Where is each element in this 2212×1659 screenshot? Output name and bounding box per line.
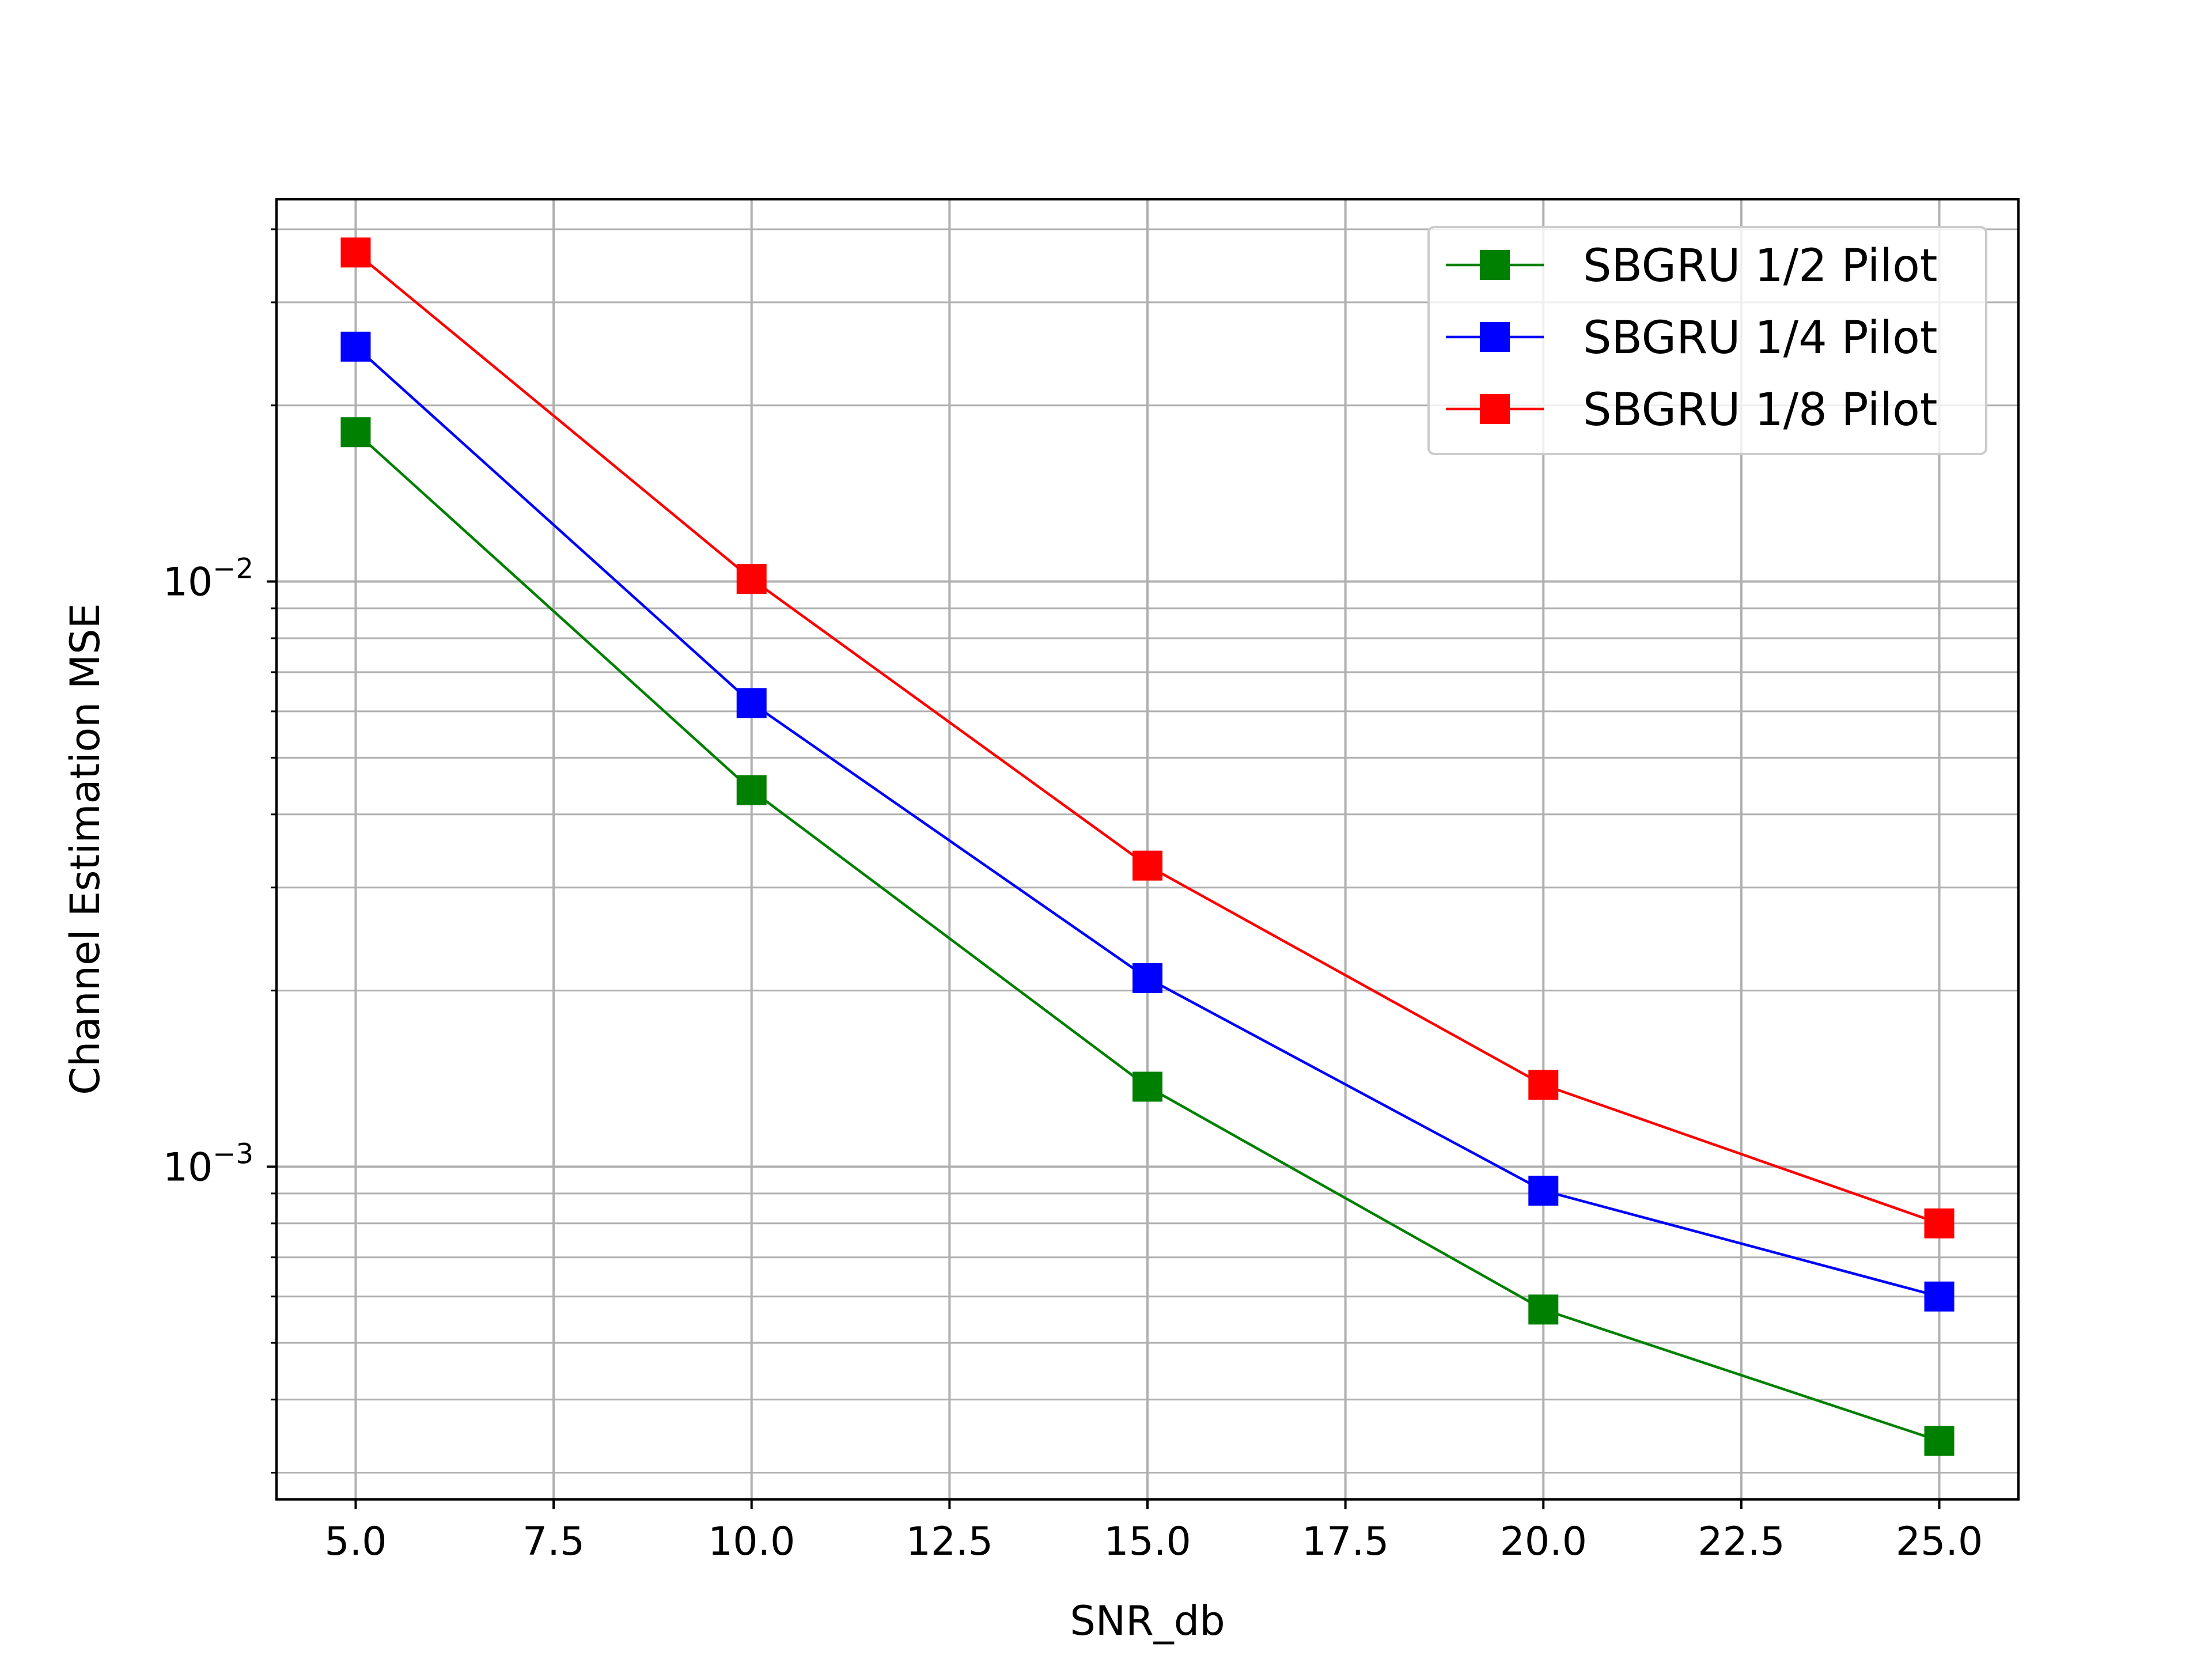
- series-1: [340, 417, 1955, 1456]
- legend-label: SBGRU 1/2 Pilot: [1583, 240, 1937, 292]
- x-axis-label: SNR_db: [1070, 1597, 1225, 1645]
- series-3: [340, 237, 1955, 1238]
- data-point-marker: [1924, 1281, 1955, 1312]
- x-tick-label: 15.0: [1104, 1519, 1191, 1565]
- x-tick-label: 10.0: [708, 1519, 795, 1565]
- legend-box: [1427, 226, 1987, 455]
- legend-marker: [1480, 394, 1510, 424]
- x-tick-label: 17.5: [1302, 1519, 1389, 1565]
- y-tick-label: 10−2: [163, 553, 253, 605]
- legend: SBGRU 1/2 Pilot SBGRU 1/4 Pilot SBGRU 1/8 …: [1427, 226, 1987, 455]
- legend-marker: [1480, 322, 1510, 352]
- legend-entry: SBGRU 1/4 Pilot: [1446, 312, 1937, 364]
- ticks: 5.0 7.5 10.0 12.5 15.0 17.5 20.0 22.5 25.0 10−2 10…: [163, 228, 1983, 1565]
- data-point-marker: [1924, 1208, 1955, 1238]
- x-tick-label: 22.5: [1698, 1519, 1785, 1565]
- data-point-marker: [736, 688, 767, 718]
- x-tick-label: 5.0: [324, 1519, 387, 1565]
- data-point-marker: [1132, 850, 1162, 881]
- legend-marker: [1480, 250, 1510, 280]
- x-tick-label: 20.0: [1500, 1519, 1587, 1565]
- data-point-marker: [340, 417, 371, 448]
- plot-frame: [275, 198, 2020, 1501]
- data-point-marker: [340, 237, 371, 268]
- data-point-marker: [1528, 1070, 1559, 1100]
- data-point-marker: [1528, 1175, 1559, 1206]
- legend-entry: SBGRU 1/8 Pilot: [1446, 384, 1937, 436]
- legend-label: SBGRU 1/8 Pilot: [1583, 384, 1937, 436]
- data-point-marker: [1528, 1294, 1559, 1325]
- y-axis-label: Channel Estimation MSE: [62, 603, 109, 1095]
- data-point-marker: [1924, 1426, 1955, 1456]
- x-tick-label: 25.0: [1896, 1519, 1983, 1565]
- data-point-marker: [736, 564, 767, 594]
- legend-label: SBGRU 1/4 Pilot: [1583, 312, 1937, 364]
- legend-entry: SBGRU 1/2 Pilot: [1446, 240, 1937, 292]
- y-tick-label: 10−3: [163, 1138, 253, 1190]
- series-layer: [340, 237, 1955, 1456]
- x-tick-label: 7.5: [522, 1519, 585, 1565]
- data-point-marker: [340, 331, 371, 362]
- data-point-marker: [1132, 963, 1162, 994]
- x-tick-label: 12.5: [906, 1519, 993, 1565]
- series-2: [340, 331, 1955, 1312]
- data-point-marker: [736, 775, 767, 805]
- data-point-marker: [1132, 1071, 1162, 1102]
